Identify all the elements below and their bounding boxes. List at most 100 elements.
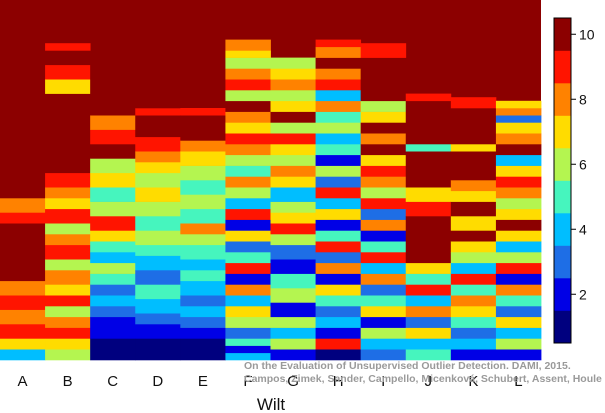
heatmap-cell	[360, 262, 407, 274]
colorbar-frame	[553, 17, 572, 344]
heatmap-cell	[405, 201, 452, 217]
heatmap-cell	[225, 111, 271, 123]
heatmap-cell	[0, 338, 46, 350]
heatmap-cell	[315, 306, 362, 318]
heatmap-cell	[45, 187, 91, 199]
heatmap-cell	[180, 259, 226, 271]
heatmap-column-j	[405, 93, 452, 361]
heatmap-cell	[0, 212, 46, 224]
colorbar-swatch	[554, 18, 571, 51]
heatmap-cell	[225, 154, 271, 166]
heatmap-cell	[315, 122, 362, 134]
category-label-g: G	[287, 373, 299, 390]
heatmap-cell	[450, 216, 497, 231]
heatmap-cell	[0, 324, 46, 339]
heatmap-cell	[225, 50, 271, 58]
heatmap-cell	[270, 111, 316, 123]
heatmap-cell	[495, 108, 542, 116]
heatmap-cell	[495, 327, 542, 339]
heatmap-cell	[315, 219, 362, 231]
heatmap-cell	[360, 338, 407, 350]
heatmap-cell	[90, 273, 136, 285]
heatmap-cell	[270, 144, 316, 156]
heatmap-cell	[360, 316, 407, 328]
heatmap-cell	[315, 100, 362, 112]
heatmap-cell	[90, 241, 136, 253]
heatmap-cell	[360, 327, 407, 339]
heatmap-cell	[495, 230, 542, 242]
heatmap-cell	[90, 316, 136, 339]
heatmap-cell	[135, 313, 181, 325]
heatmap-cell	[360, 165, 407, 177]
heatmap-cell	[450, 230, 497, 242]
heatmap-cell	[315, 154, 362, 166]
heatmap-cell	[495, 219, 542, 231]
heatmap-cell	[225, 133, 271, 145]
heatmap-cell	[225, 352, 271, 361]
heatmap-cell	[225, 68, 271, 80]
heatmap-cell	[450, 327, 497, 339]
heatmap-cell	[225, 219, 271, 231]
heatmap-cell	[360, 43, 407, 58]
heatmap-cell	[315, 273, 362, 285]
heatmap-cell	[135, 162, 181, 174]
heatmap-cell	[495, 165, 542, 177]
heatmap-cell	[495, 176, 542, 188]
heatmap-cell	[45, 64, 91, 80]
heatmap-column-k	[450, 97, 497, 361]
heatmap-cell	[270, 338, 316, 350]
heatmap-cell	[450, 284, 497, 296]
heatmap-cell	[45, 172, 91, 188]
heatmap-cell	[270, 223, 316, 235]
heatmap-cell	[225, 295, 271, 307]
heatmap-cell	[225, 327, 271, 339]
category-label-d: D	[152, 373, 163, 390]
heatmap-cell	[270, 244, 316, 260]
heatmap-cell	[0, 162, 46, 199]
heatmap-cell	[135, 324, 181, 339]
colorbar-swatch	[554, 213, 571, 246]
heatmap-cell	[180, 115, 226, 141]
heatmap-cell	[495, 273, 542, 285]
heatmap-cell	[225, 316, 271, 328]
heatmap-cell	[450, 241, 497, 253]
heatmap-cell	[180, 140, 226, 152]
heatmap-cell	[270, 212, 316, 224]
heatmap-cell	[495, 349, 542, 361]
heatmap-cell	[225, 39, 271, 51]
heatmap-cell	[90, 144, 136, 159]
heatmap-cell	[315, 90, 362, 102]
heatmap-cell	[450, 190, 497, 202]
heatmap-cell	[360, 273, 407, 285]
heatmap-cell	[360, 154, 407, 166]
heatmap-cell	[450, 273, 497, 285]
colorbar-swatch	[554, 180, 571, 214]
heatmap-cell	[315, 187, 362, 199]
heatmap-cell	[45, 244, 91, 260]
heatmap-cell	[495, 144, 542, 156]
heatmap-cell	[45, 223, 91, 235]
heatmap-cell	[405, 273, 452, 285]
heatmap-cell	[45, 295, 91, 307]
heatmap-cell	[315, 295, 362, 307]
heatmap-cell	[90, 252, 136, 264]
heatmap-cell	[135, 172, 181, 188]
heatmap-cell	[450, 144, 497, 152]
category-label-f: F	[243, 373, 252, 390]
heatmap-cell	[405, 262, 452, 274]
heatmap-cell	[135, 136, 181, 152]
heatmap-cell	[450, 108, 497, 145]
heatmap-cell	[180, 327, 226, 339]
heatmap-cell	[405, 306, 452, 318]
heatmap-cell	[135, 151, 181, 163]
category-label-e: E	[198, 373, 208, 390]
heatmap-cell	[270, 201, 316, 213]
heatmap-cell	[270, 165, 316, 177]
category-label-c: C	[107, 373, 118, 390]
heatmap-cell	[270, 327, 316, 339]
heatmap-cell	[45, 162, 91, 174]
heatmap-cell	[90, 158, 136, 174]
heatmap-cell	[90, 115, 136, 130]
heatmap-column-l	[495, 100, 542, 361]
category-label-b: B	[63, 373, 73, 390]
